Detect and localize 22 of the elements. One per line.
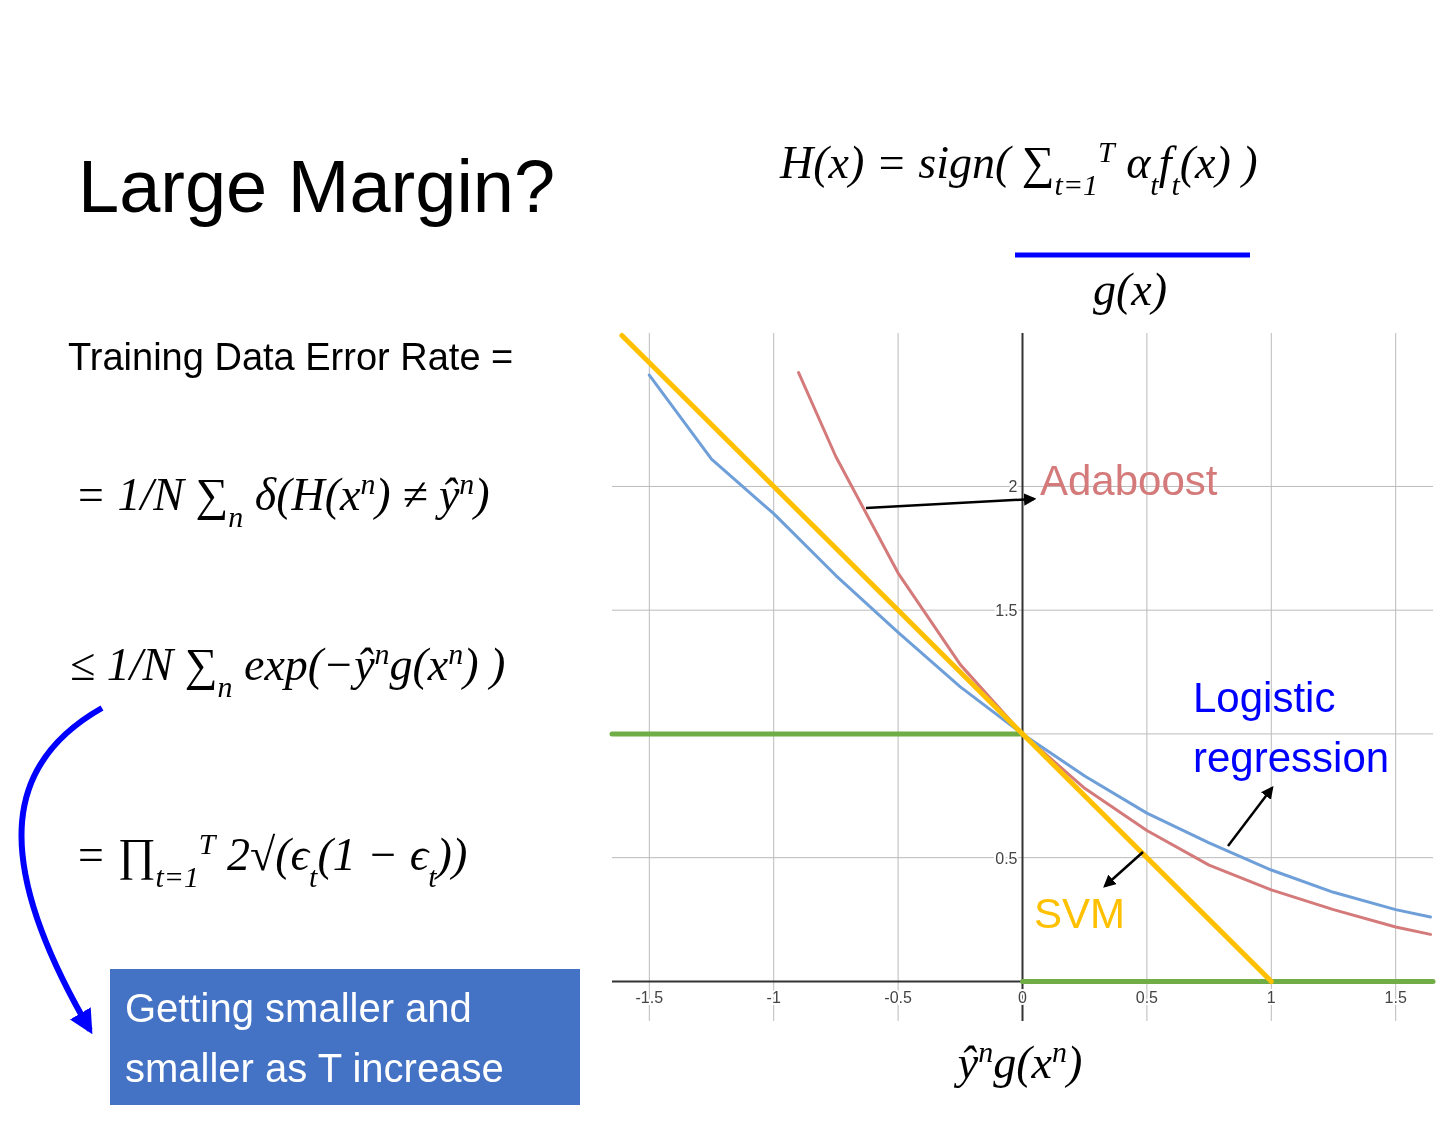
text: Adaboost	[1040, 457, 1218, 504]
x-tick-label: -0.5	[884, 989, 912, 1007]
line-series	[797, 371, 1433, 936]
y-tick-label: 2	[1008, 478, 1018, 496]
x-tick-label: -1.5	[635, 989, 664, 1007]
y-tick-label: 0.5	[995, 849, 1018, 867]
x-axis-title: ŷ$^{n}$g(x$^{n}$)	[953, 1034, 1083, 1088]
text: g(x)	[1092, 264, 1168, 315]
x-tick-label: -1	[766, 989, 781, 1007]
x-tick-label: 1	[1266, 989, 1276, 1007]
x-tick-label: 0.5	[1135, 989, 1159, 1007]
chart-title: Large Margin?	[78, 145, 556, 228]
x-tick-label: 1.5	[1384, 989, 1407, 1007]
text: ≤ 1/N ∑$_{n}$ exp(−ŷ$^{n}$g(x$^{n}$) )	[70, 636, 506, 703]
text: = ∏$_{t=1}$$^{T}$ 2√(ϵ$_{t}$(1 − ϵ$_{t}$))	[75, 826, 468, 893]
text: H(x) = sign( ∑$_{t=1}$$^{T}$ α$_{t}$f$_{t}$(x) )	[779, 134, 1258, 201]
y-tick-label: 1.5	[995, 602, 1018, 620]
text: Getting smaller and smaller as T increase	[125, 986, 504, 1090]
text: = 1/N ∑$_{n}$ δ(H(x$^{n}$) ≠ ŷ$^{n}$)	[75, 466, 490, 533]
series-label: SVM	[1034, 890, 1126, 937]
text: Training Data Error Rate =	[68, 336, 514, 378]
series-label: Logistic regression	[1193, 674, 1390, 781]
